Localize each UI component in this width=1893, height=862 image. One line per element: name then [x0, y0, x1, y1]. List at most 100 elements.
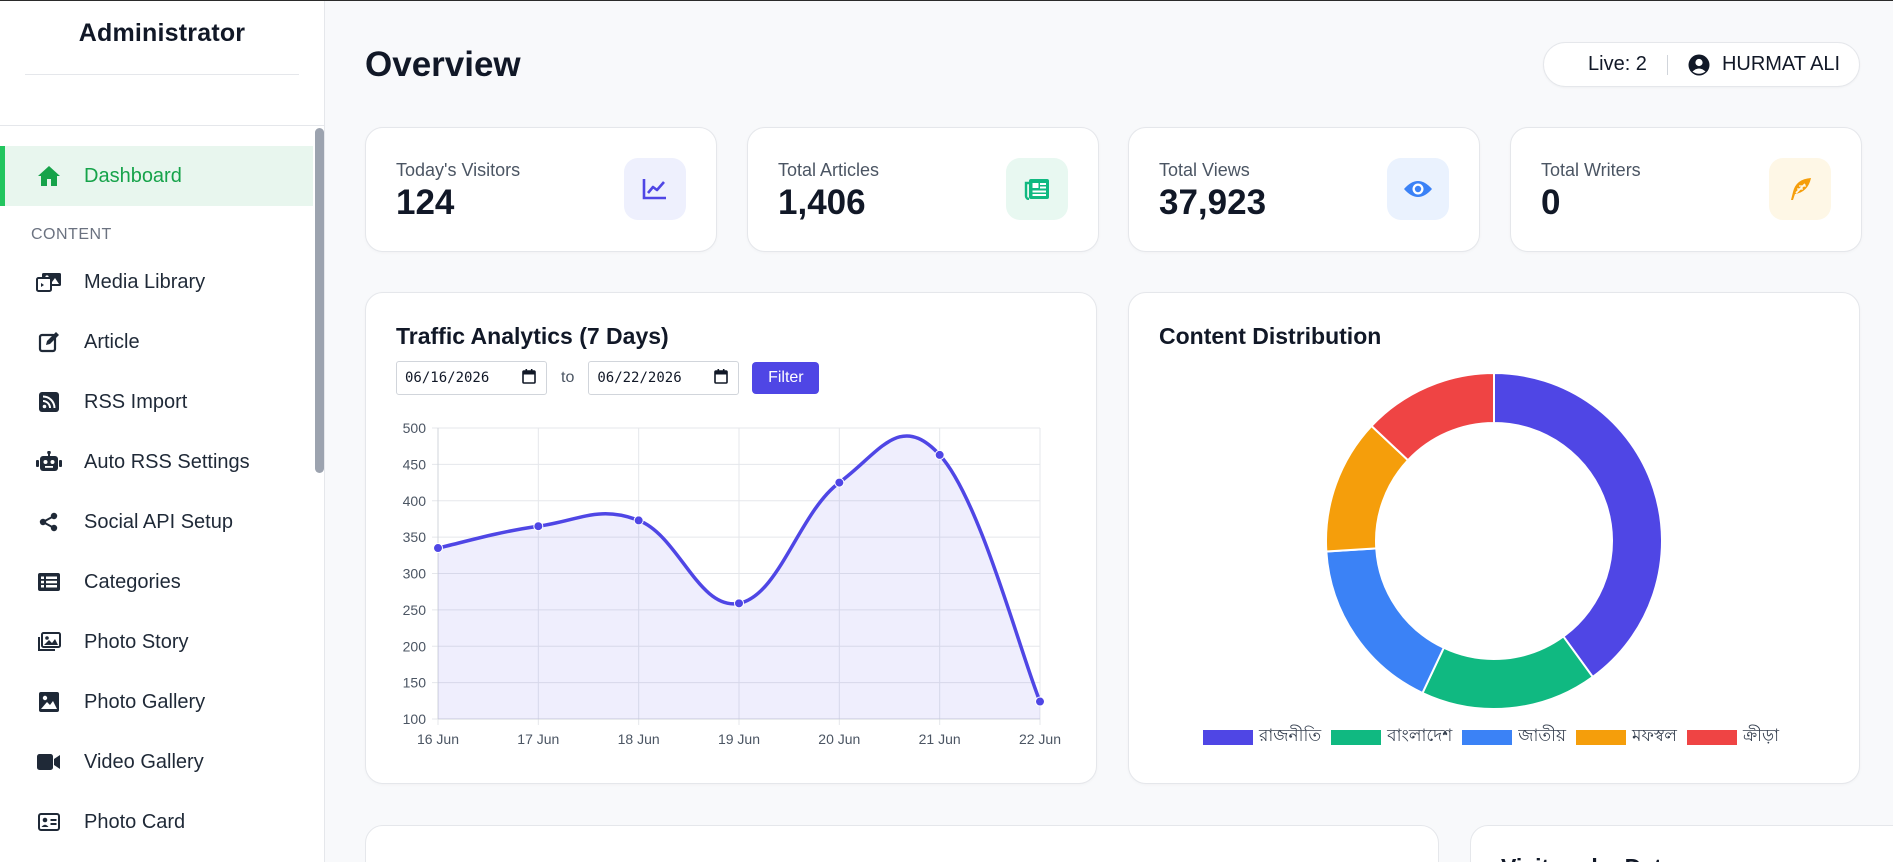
x-tick-label: 17 Jun — [517, 731, 559, 747]
id-card-icon — [36, 811, 62, 833]
edit-icon — [36, 331, 62, 353]
legend-swatch — [1576, 729, 1627, 745]
sidebar-item-photo-card[interactable]: Photo Card — [0, 792, 313, 852]
distribution-chart — [1325, 371, 1663, 710]
sidebar-item-categories[interactable]: Categories — [0, 552, 313, 612]
date-range: 06/16/2026 to 06/22/2026 Filter — [396, 361, 820, 395]
y-tick-label: 200 — [403, 638, 427, 654]
user-pill[interactable]: Live: 2 HURMAT ALI — [1543, 42, 1860, 87]
legend-swatch — [1462, 729, 1513, 745]
y-tick-label: 150 — [403, 675, 427, 691]
eye-icon — [1387, 158, 1449, 220]
legend-label: রাজনীতি — [1259, 726, 1322, 745]
x-tick-label: 19 Jun — [718, 731, 760, 747]
images-icon — [36, 631, 62, 653]
traffic-title: Traffic Analytics (7 Days) — [396, 323, 669, 349]
legend-item[interactable]: ক্রীড়া — [1686, 723, 1779, 751]
sidebar-item-label: Auto RSS Settings — [84, 450, 250, 473]
donut-slice — [1325, 547, 1446, 695]
data-point — [734, 598, 744, 609]
sidebar-item-auto-rss-settings[interactable]: Auto RSS Settings — [0, 432, 313, 492]
sidebar-section-content: CONTENT — [31, 226, 112, 243]
photo-video-icon — [36, 271, 62, 293]
sidebar-item-video-gallery[interactable]: Video Gallery — [0, 732, 313, 792]
stat-card-writers: Total Writers 0 — [1510, 127, 1862, 252]
legend-swatch — [1331, 729, 1382, 745]
y-tick-label: 500 — [403, 420, 427, 436]
newspaper-icon — [1006, 158, 1068, 220]
legend-label: মফস্বল — [1632, 726, 1677, 745]
x-tick-label: 21 Jun — [919, 731, 961, 747]
stat-value: 0 — [1541, 183, 1561, 222]
traffic-panel: Traffic Analytics (7 Days) 06/16/2026 to… — [365, 292, 1097, 784]
x-tick-label: 22 Jun — [1019, 731, 1061, 747]
page-title: Overview — [365, 45, 521, 84]
calendar-icon — [522, 368, 536, 388]
stat-label: Total Articles — [778, 160, 880, 180]
sidebar-item-label: Media Library — [84, 270, 206, 293]
sidebar-item-label: Categories — [84, 570, 181, 593]
stat-card-articles: Total Articles 1,406 — [747, 127, 1099, 252]
area-fill — [438, 435, 1040, 719]
data-point — [433, 543, 443, 554]
legend-item[interactable]: রাজনীতি — [1203, 723, 1321, 751]
list-icon — [36, 571, 62, 593]
donut-slice — [1493, 371, 1663, 679]
sidebar-item-label: Video Gallery — [84, 750, 204, 773]
x-tick-label: 18 Jun — [618, 731, 660, 747]
stat-card-views: Total Views 37,923 — [1128, 127, 1480, 252]
legend-label: জাতীয় — [1518, 726, 1567, 745]
sidebar-item-label: Photo Gallery — [84, 690, 206, 713]
stat-value: 1,406 — [778, 183, 866, 222]
legend-item[interactable]: মফস্বল — [1576, 723, 1677, 751]
stat-label: Total Writers — [1541, 160, 1641, 180]
series-line — [437, 434, 1042, 703]
bottom-panel-right: Visitors by Date — [1470, 825, 1893, 862]
video-icon — [36, 751, 62, 773]
legend-swatch — [1686, 729, 1737, 745]
calendar-icon — [714, 368, 729, 388]
sidebar-menu: Dashboard CONTENT Media Library Article … — [0, 146, 313, 852]
sidebar-item-media-library[interactable]: Media Library — [0, 252, 313, 312]
date-to-input[interactable]: 06/22/2026 — [588, 361, 740, 395]
sidebar-item-label: Photo Card — [84, 810, 186, 833]
y-tick-label: 100 — [403, 711, 427, 727]
date-from-value: 06/16/2026 — [405, 370, 490, 386]
visitors-by-date-title: Visitors by Date — [1501, 854, 1674, 862]
data-point — [633, 515, 644, 526]
filter-button[interactable]: Filter — [752, 362, 820, 394]
data-point — [834, 477, 845, 488]
stat-value: 124 — [396, 183, 455, 222]
distribution-panel: Content Distribution — [1128, 292, 1860, 784]
to-label: to — [561, 369, 575, 386]
sidebar-scrollbar[interactable] — [315, 128, 324, 473]
bottom-panel-left — [365, 825, 1439, 862]
sidebar-item-rss-import[interactable]: RSS Import — [0, 372, 313, 432]
data-point — [1035, 696, 1045, 707]
x-tick-label: 20 Jun — [818, 731, 860, 747]
user-name: HURMAT ALI — [1721, 53, 1841, 75]
stat-card-visitors: Today's Visitors 124 — [365, 127, 717, 252]
sidebar-item-label: Photo Story — [84, 630, 189, 653]
sidebar-item-photo-story[interactable]: Photo Story — [0, 612, 313, 672]
share-icon — [36, 511, 62, 533]
sidebar-item-photo-gallery[interactable]: Photo Gallery — [0, 672, 313, 732]
data-point — [934, 449, 945, 460]
live-counter: Live: 2 — [1588, 53, 1647, 75]
y-tick-label: 400 — [403, 493, 427, 509]
image-icon — [36, 691, 62, 713]
legend-item[interactable]: জাতীয় — [1462, 723, 1566, 751]
feather-icon — [1769, 158, 1831, 220]
divider — [1666, 54, 1668, 75]
date-from-input[interactable]: 06/16/2026 — [396, 361, 547, 395]
rss-icon — [36, 391, 62, 413]
sidebar: Administrator Dashboard CONTENT Media Li… — [0, 1, 325, 862]
y-tick-label: 350 — [403, 529, 427, 545]
brand: Administrator — [25, 1, 299, 75]
sidebar-item-social-api-setup[interactable]: Social API Setup — [0, 492, 313, 552]
legend-item[interactable]: বাংলাদেশ — [1331, 723, 1452, 751]
sidebar-item-label: RSS Import — [84, 390, 188, 413]
sidebar-item-dashboard[interactable]: Dashboard — [0, 146, 313, 206]
sidebar-item-article[interactable]: Article — [0, 312, 313, 372]
date-to-value: 06/22/2026 — [597, 370, 682, 386]
